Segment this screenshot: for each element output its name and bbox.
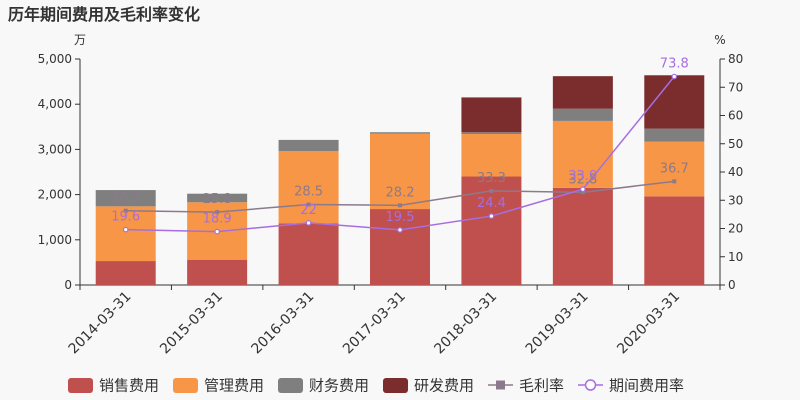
legend: 销售费用 管理费用 财务费用 研发费用 毛利率 期间费用率 [68,377,684,395]
y-right-tick-label: 50 [728,137,743,151]
data-label: 28.2 [386,185,415,200]
line-point [580,186,586,193]
bar-segment [461,97,522,133]
bars [95,75,705,285]
data-label: 33.9 [568,169,597,184]
lines [122,73,678,235]
bar-segment [370,132,430,134]
value-labels: 26.3 25.8 28.5 28.2 33.3 32.8 36.7 19.6 18.9 22 19… [111,57,689,227]
bar-segment [370,133,430,210]
x-tick-label: 2014-03-31 [66,289,135,358]
data-label: 73.8 [660,57,689,72]
legend-marker [496,380,505,390]
data-label: 36.7 [660,161,689,176]
line-point [580,190,585,195]
y-right-tick-label: 70 [728,80,743,94]
bar-segment [461,132,522,135]
y-left-tick-label: 3,000 [38,142,72,156]
chart-title: 历年期间费用及毛利率变化 [8,5,200,24]
x-tick-label: 2019-03-31 [523,289,592,358]
y-left-tick-label: 4,000 [38,97,72,111]
legend-label: 管理费用 [204,377,264,395]
y-right-tick-label: 30 [728,193,743,207]
bar-segment [187,193,248,203]
y-left-tick-label: 1,000 [38,233,72,247]
bar-segment [278,223,339,285]
y-right-tick-label: 20 [728,222,743,236]
line-point [123,208,128,213]
data-label: 32.8 [568,172,597,187]
line-point [215,210,220,215]
data-label: 33.3 [477,171,506,186]
line-point [397,227,403,233]
line-point [398,203,402,208]
line-point [122,226,129,233]
legend-swatch [278,378,303,393]
y-right-tick-label: 60 [728,109,743,123]
legend-label: 期间费用率 [609,377,684,395]
bar-segment [644,196,705,285]
bar-segment [278,151,339,224]
legend-label: 毛利率 [519,377,564,395]
bar-segment [552,187,613,285]
x-tick-label: 2017-03-31 [340,289,409,358]
x-tick-label: 2018-03-31 [431,289,500,358]
line-point [489,188,494,193]
x-tick-label: 2016-03-31 [249,289,318,358]
data-label: 19.6 [111,210,140,225]
line-point [305,220,312,226]
y-left-tick-label: 2,000 [38,188,72,202]
bar-segment [644,141,705,197]
bar-segment [95,190,156,207]
legend-swatch [383,378,408,393]
bar-segment [552,76,613,109]
x-tick-label: 2020-03-31 [614,289,683,358]
y-right-tick-label: 10 [728,250,743,264]
legend-swatch [173,378,198,393]
data-label: 22 [300,203,317,218]
y-right-tick-label: 0 [728,278,736,292]
line-point [672,179,677,184]
data-label: 19.5 [386,210,415,225]
line-point [306,202,311,207]
legend-label: 销售费用 [99,377,159,395]
bar-segment [644,128,705,142]
line-point [671,73,678,80]
bar-segment [278,139,339,152]
data-label: 26.3 [111,191,140,206]
line-point [488,213,495,219]
y-right-tick-label: 40 [728,165,743,179]
data-label: 18.9 [203,212,232,227]
bar-segment [552,120,613,188]
bar-segment [95,261,156,285]
data-label: 25.8 [203,192,232,207]
legend-marker [584,379,597,391]
x-tick-label: 2015-03-31 [157,289,226,358]
y-right-unit: % [714,33,725,47]
legend-label: 研发费用 [414,377,474,395]
bar-segment [187,259,248,285]
y-left-unit: 万 [74,33,86,47]
legend-swatch [68,378,93,393]
legend-label: 财务费用 [309,377,369,395]
data-label: 28.5 [294,184,323,199]
y-right-tick-label: 80 [728,52,743,66]
bar-segment [461,134,522,177]
y-left-tick-label: 5,000 [38,52,72,66]
line-point [214,228,220,235]
y-left-tick-label: 0 [64,278,72,292]
data-label: 24.4 [477,196,506,211]
bar-segment [552,108,613,121]
bar-segment [95,206,156,262]
bar-segment [370,209,430,285]
